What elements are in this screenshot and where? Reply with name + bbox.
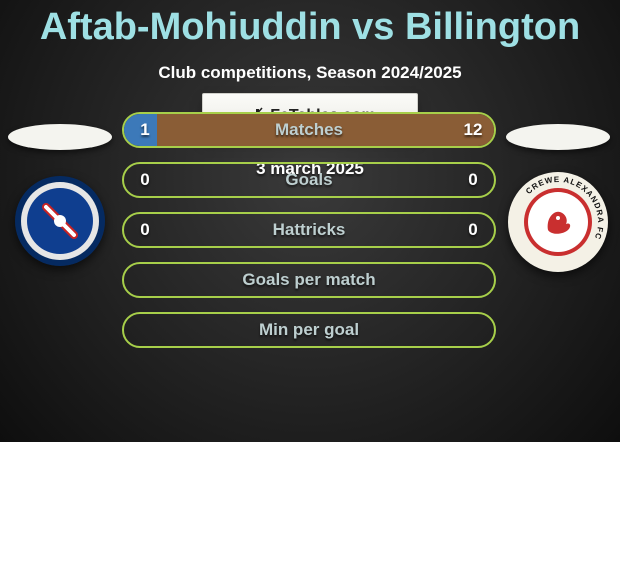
club-b-badge: CREWE ALEXANDRA FC: [508, 172, 608, 272]
stat-label: Matches: [166, 120, 452, 140]
player-b-silhouette: [506, 124, 610, 150]
stat-row: Min per goal: [122, 312, 496, 348]
stat-label: Goals: [166, 170, 452, 190]
club-a-badge: [15, 176, 105, 266]
stat-row: 1Matches12: [122, 112, 496, 148]
stat-value-a: 0: [124, 220, 166, 240]
stat-value-b: 12: [452, 120, 494, 140]
stat-row: 0Goals0: [122, 162, 496, 198]
stat-value-b: 0: [452, 170, 494, 190]
whitespace: [0, 442, 620, 580]
stats-panel: 1Matches120Goals00Hattricks0Goals per ma…: [120, 112, 498, 362]
subtitle: Club competitions, Season 2024/2025: [0, 49, 620, 83]
stat-row: 0Hattricks0: [122, 212, 496, 248]
stat-value-a: 1: [124, 120, 166, 140]
player-b-column: CREWE ALEXANDRA FC: [498, 112, 618, 362]
stat-value-a: 0: [124, 170, 166, 190]
stat-label: Min per goal: [166, 320, 452, 340]
player-a-silhouette: [8, 124, 112, 150]
page-title: Aftab-Mohiuddin vs Billington: [0, 0, 620, 49]
stat-row: Goals per match: [122, 262, 496, 298]
stat-label: Hattricks: [166, 220, 452, 240]
player-a-column: [0, 112, 120, 362]
stat-value-b: 0: [452, 220, 494, 240]
stat-label: Goals per match: [166, 270, 452, 290]
